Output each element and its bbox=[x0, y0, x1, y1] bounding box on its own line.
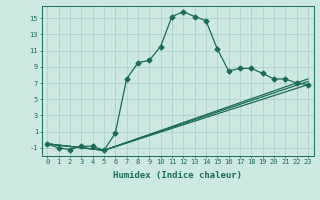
X-axis label: Humidex (Indice chaleur): Humidex (Indice chaleur) bbox=[113, 171, 242, 180]
